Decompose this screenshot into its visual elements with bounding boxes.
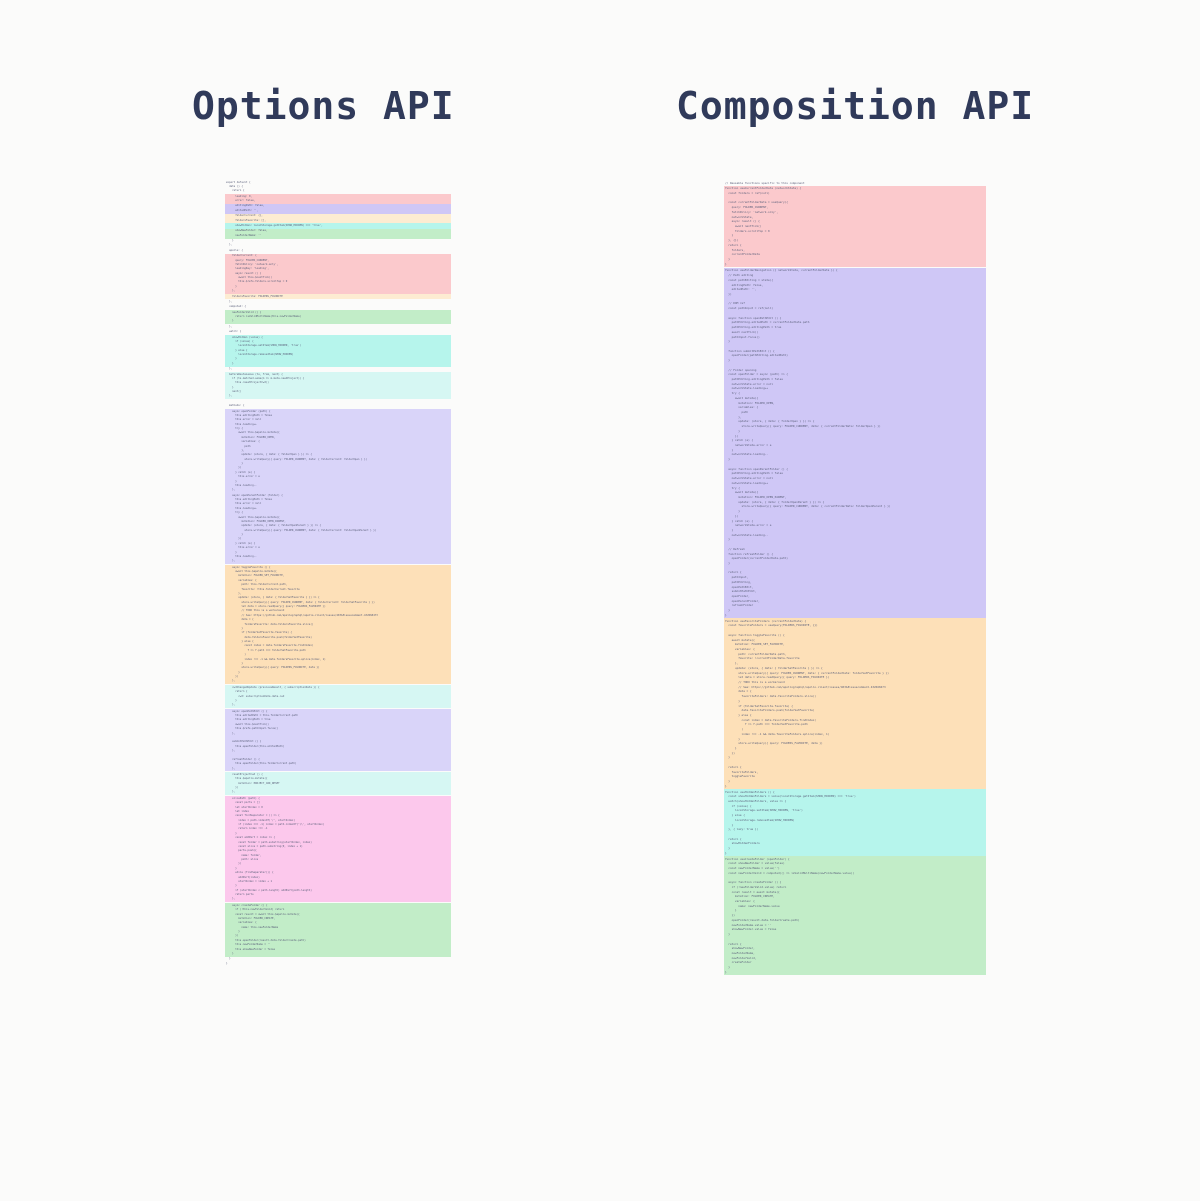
code-text: async openPathEdit () { this.editedPath … xyxy=(232,709,299,770)
code-block-data-state-loading-error: loading: 0, error: false, xyxy=(225,194,451,204)
code-block-data-close: } }, xyxy=(225,239,451,249)
headings-row: Options API Composition API xyxy=(0,84,1200,144)
code-block-use-hidden-folders: function useHiddenFolders () { const sho… xyxy=(724,789,986,857)
code-block-apollo-folders-favorite: foldersFavorite: FOLDERS_FAVORITE xyxy=(225,294,451,300)
code-block-methods-close: } } xyxy=(225,957,451,967)
code-block-data-state-path-editing: editingPath: false, editedPath: '', xyxy=(225,203,451,214)
code-block-before-route-leave: beforeRouteLeave (to, from, next) { if (… xyxy=(225,372,451,400)
code-text: editingPath: false, editedPath: '', xyxy=(235,204,265,212)
heading-options-api: Options API xyxy=(192,84,455,128)
code-text: function useFolderNavigation ({ networkS… xyxy=(725,268,891,617)
code-block-method-open-path-edit: async openPathEdit () { this.editedPath … xyxy=(225,709,451,772)
code-block-use-folder-navigation: function useFolderNavigation ({ networkS… xyxy=(724,267,986,619)
code-block-method-open-folder: async openFolder (path) { this.editingPa… xyxy=(225,409,451,494)
code-block-data-state-folders: folderCurrent: {}, foldersFavorite: [], xyxy=(225,213,451,224)
code-text: showHidden (value) { if (value) { localS… xyxy=(232,335,302,365)
code-text: folderCurrent: {}, foldersFavorite: [], xyxy=(235,214,266,222)
code-block-method-cwd-changed-update: cwdChangedUpdate (previousResult, { subs… xyxy=(225,685,451,709)
code-text: function useCurrentFolderData (networkSt… xyxy=(725,186,802,266)
code-text: showNewFolder: false, newFolderName: '' xyxy=(235,229,268,237)
code-block-apollo-folder-current: folderCurrent: { query: FOLDER_CURRENT, … xyxy=(225,253,451,294)
code-text: loading: 0, error: false, xyxy=(235,194,256,202)
code-block-method-open-parent-folder: async openParentFolder (folder) { this.e… xyxy=(225,493,451,565)
code-text: folderCurrent: { query: FOLDER_CURRENT, … xyxy=(232,254,288,293)
code-block-data-state-new-folder: showNewFolder: false, newFolderName: '' xyxy=(225,228,451,239)
code-text: foldersFavorite: FOLDERS_FAVORITE xyxy=(226,294,283,298)
code-block-export-default-open: export default { data () { return { xyxy=(225,180,451,194)
code-text: async createFolder () { if (!this.newFol… xyxy=(232,903,306,955)
code-text: apollo: { xyxy=(226,248,243,252)
code-text: export default { data () { return { xyxy=(226,180,251,193)
code-text: async openParentFolder (folder) { this.e… xyxy=(232,493,377,563)
code-block-watch-close: }, xyxy=(225,367,451,372)
code-block-apollo-open: apollo: { xyxy=(225,248,451,253)
code-text: function useCreateFolder (openFolder) { … xyxy=(725,856,855,974)
code-block-use-current-folder-data: function useCurrentFolderData (networkSt… xyxy=(724,185,986,267)
code-text: async toggleFavorite () { await this.$ap… xyxy=(232,565,378,683)
code-text: methods: { xyxy=(229,404,245,408)
code-block-use-create-folder: function useCreateFolder (openFolder) { … xyxy=(724,856,986,976)
code-text: computed: { xyxy=(226,305,246,309)
code-block-method-toggle-favorite: async toggleFavorite () { await this.$ap… xyxy=(225,565,451,685)
code-block-computed-close: }, xyxy=(225,324,451,329)
code-text: async openFolder (path) { this.editingPa… xyxy=(232,409,368,492)
code-block-apollo-close: }, xyxy=(225,299,451,304)
code-block-computed-open: computed: { xyxy=(225,305,451,310)
code-text: slicePath (path) { const parts = [] let … xyxy=(232,796,325,901)
code-text: } }, xyxy=(229,239,234,247)
code-text: beforeRouteLeave (to, from, next) { if (… xyxy=(229,372,305,398)
code-block-method-slice-path: slicePath (path) { const parts = [] let … xyxy=(225,796,451,903)
code-block-computed-new-folder-valid: newFolderValid () { return isValidMultiN… xyxy=(225,310,451,325)
code-text: } } xyxy=(226,957,231,965)
code-text: resetProjectCwd () { this.$apollo.mutate… xyxy=(232,772,280,794)
options-api-code-column: export default { data () { return { load… xyxy=(225,180,451,967)
code-block-data-state-show-hidden: showHidden: localStorage.getItem(SHOW_HI… xyxy=(225,223,451,229)
code-text: watch: { xyxy=(226,330,242,334)
code-block-use-favorite-folders: function useFavoriteFolders (currentFold… xyxy=(724,618,986,789)
code-block-watch-open: watch: { xyxy=(225,330,451,335)
code-text: function useHiddenFolders () { const sho… xyxy=(725,789,856,855)
heading-composition-api: Composition API xyxy=(676,84,1035,128)
code-block-comment-reusable: // Reusable functions specific to this c… xyxy=(724,180,986,186)
code-text: cwdChangedUpdate (previousResult, { subs… xyxy=(232,685,320,707)
code-block-watch-show-hidden: showHidden (value) { if (value) { localS… xyxy=(225,335,451,367)
composition-api-code-column: // Reusable functions specific to this c… xyxy=(724,180,986,976)
code-text: }, xyxy=(229,299,233,303)
code-block-methods-open: methods: { xyxy=(225,399,451,409)
code-block-method-reset-project-cwd: resetProjectCwd () { this.$apollo.mutate… xyxy=(225,772,451,796)
code-text: }, xyxy=(229,324,233,328)
code-text: newFolderValid () { return isValidMultiN… xyxy=(232,310,302,323)
code-text: }, xyxy=(229,367,233,371)
code-text: function useFavoriteFolders (currentFold… xyxy=(725,618,889,788)
code-text: showHidden: localStorage.getItem(SHOW_HI… xyxy=(226,223,323,227)
code-block-method-create-folder: async createFolder () { if (!this.newFol… xyxy=(225,903,451,957)
code-text: // Reusable functions specific to this c… xyxy=(725,180,805,185)
